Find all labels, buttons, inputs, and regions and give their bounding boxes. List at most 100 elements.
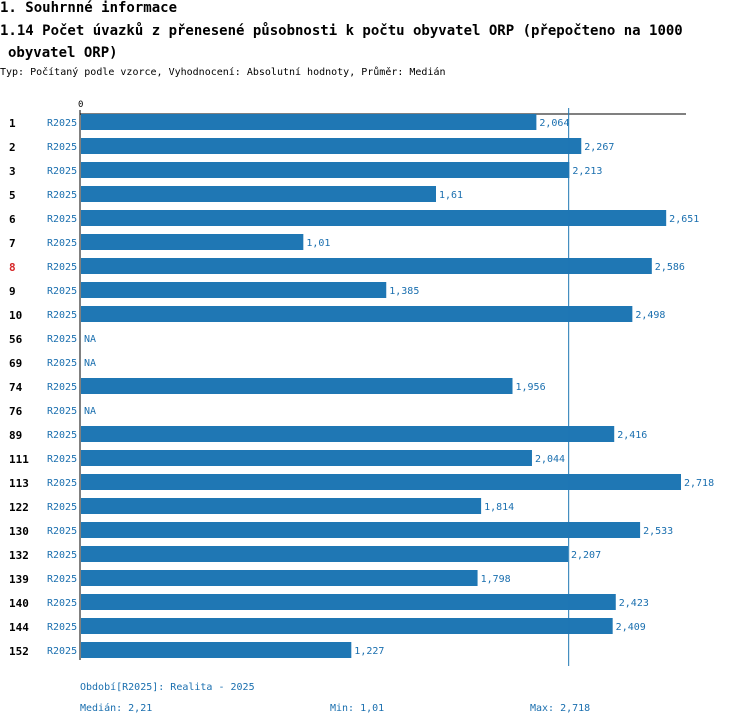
bar	[81, 210, 667, 226]
series-label: R2025	[47, 382, 77, 393]
na-label: NA	[84, 334, 96, 345]
bar	[81, 138, 582, 154]
na-label: NA	[84, 358, 96, 369]
bar	[81, 306, 633, 322]
bar	[81, 234, 304, 250]
series-label: R2025	[47, 286, 77, 297]
series-label: R2025	[47, 406, 77, 417]
bar	[81, 426, 615, 442]
bar	[81, 522, 641, 538]
chart-title-line2: obyvatel ORP)	[8, 45, 118, 61]
bar	[81, 282, 387, 298]
row-id: 111	[9, 453, 29, 466]
bar-chart: 0 1 R2025 2,064 2 R2025 2,267 3 R2025 2,213 5 R2025…	[9, 100, 714, 666]
value-label: 2,533	[643, 526, 673, 537]
series-label: R2025	[47, 142, 77, 153]
value-label: 2,064	[539, 118, 569, 129]
na-label: NA	[84, 406, 96, 417]
series-label: R2025	[47, 238, 77, 249]
value-label: 1,814	[484, 502, 514, 513]
row-id: 6	[9, 213, 16, 226]
row-id: 7	[9, 237, 16, 250]
footer-min: Min: 1,01	[330, 703, 385, 714]
series-label: R2025	[47, 478, 77, 489]
series-label: R2025	[47, 118, 77, 129]
section-title: 1. Souhrnné informace	[0, 0, 178, 16]
row-id: 130	[9, 525, 29, 538]
series-label: R2025	[47, 358, 77, 369]
row-id: 139	[9, 573, 29, 586]
value-label: 2,409	[616, 622, 646, 633]
bar	[81, 474, 681, 490]
row-id: 132	[9, 549, 29, 562]
bar	[81, 258, 652, 274]
series-label: R2025	[47, 454, 77, 465]
bar	[81, 186, 437, 202]
chart-title: 1.14 Počet úvazků z přenesené působnosti…	[0, 20, 683, 64]
row-id: 10	[9, 309, 22, 322]
series-label: R2025	[47, 646, 77, 657]
axis-zero-label: 0	[78, 100, 83, 110]
footer-period: Období[R2025]: Realita - 2025	[80, 682, 255, 693]
row-id: 122	[9, 501, 29, 514]
row-id: 89	[9, 429, 22, 442]
series-label: R2025	[47, 574, 77, 585]
chart-subtitle: Typ: Počítaný podle vzorce, Vyhodnocení:…	[0, 67, 446, 78]
value-label: 2,207	[571, 550, 601, 561]
bar	[81, 498, 482, 514]
row-id: 1	[9, 117, 16, 130]
chart-title-line1: 1.14 Počet úvazků z přenesené působnosti…	[0, 23, 683, 39]
value-label: 1,61	[439, 190, 463, 201]
footer-median: Medián: 2,21	[80, 703, 153, 714]
series-label: R2025	[47, 262, 77, 273]
series-label: R2025	[47, 526, 77, 537]
bar	[81, 378, 513, 394]
value-label: 2,586	[655, 262, 685, 273]
row-id: 5	[9, 189, 16, 202]
row-id: 76	[9, 405, 23, 418]
value-label: 1,227	[354, 646, 384, 657]
series-label: R2025	[47, 550, 77, 561]
value-label: 1,798	[481, 574, 511, 585]
row-id: 74	[9, 381, 23, 394]
value-label: 1,385	[389, 286, 419, 297]
bar	[81, 594, 616, 610]
series-label: R2025	[47, 166, 77, 177]
row-id: 56	[9, 333, 23, 346]
value-label: 2,718	[684, 478, 714, 489]
row-id: 9	[9, 285, 16, 298]
value-label: 2,213	[572, 166, 602, 177]
row-id: 144	[9, 621, 29, 634]
bar	[81, 546, 569, 562]
value-label: 1,956	[516, 382, 546, 393]
series-label: R2025	[47, 430, 77, 441]
series-label: R2025	[47, 190, 77, 201]
row-id: 8	[9, 261, 16, 274]
bar	[81, 570, 478, 586]
series-label: R2025	[47, 214, 77, 225]
bar	[81, 114, 537, 130]
bar	[81, 450, 532, 466]
series-label: R2025	[47, 598, 77, 609]
value-label: 1,01	[306, 238, 330, 249]
row-id: 140	[9, 597, 29, 610]
value-label: 2,498	[635, 310, 665, 321]
row-id: 69	[9, 357, 22, 370]
row-id: 113	[9, 477, 29, 490]
bar	[81, 642, 352, 658]
row-id: 152	[9, 645, 29, 658]
bar	[81, 162, 570, 178]
series-label: R2025	[47, 334, 77, 345]
series-label: R2025	[47, 622, 77, 633]
value-label: 2,423	[619, 598, 649, 609]
bar	[81, 618, 613, 634]
footer-max: Max: 2,718	[530, 703, 591, 714]
series-label: R2025	[47, 310, 77, 321]
value-label: 2,651	[669, 214, 699, 225]
value-label: 2,267	[584, 142, 614, 153]
value-label: 2,044	[535, 454, 565, 465]
series-label: R2025	[47, 502, 77, 513]
row-id: 2	[9, 141, 16, 154]
row-id: 3	[9, 165, 16, 178]
value-label: 2,416	[617, 430, 647, 441]
